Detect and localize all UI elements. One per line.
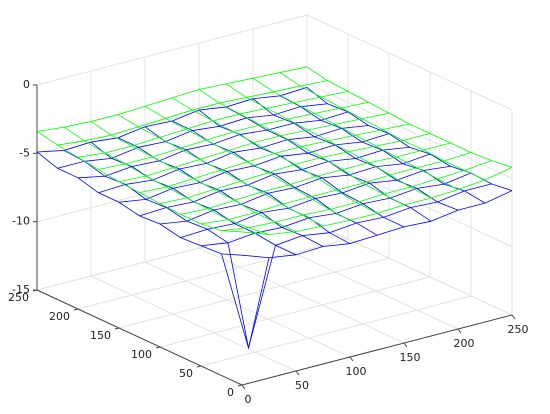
mesh-column (279, 95, 486, 204)
grid-line (252, 233, 459, 330)
tick-mark (196, 365, 202, 368)
grid-line (90, 275, 297, 372)
mesh-column (279, 72, 486, 181)
mesh-column (90, 141, 297, 256)
z-tick-label: 0 (23, 78, 30, 91)
tick-mark (241, 384, 246, 390)
z-tick-label: -15 (12, 283, 30, 296)
tick-mark (295, 370, 300, 376)
y-tick-label: 250 (8, 291, 29, 304)
grid-line (77, 238, 349, 310)
x-tick-label: 150 (400, 351, 421, 364)
mesh-row (98, 101, 369, 170)
y-tick-label: 100 (131, 348, 152, 361)
grid-line (36, 14, 308, 86)
tick-mark (237, 384, 243, 387)
grid-line (36, 82, 308, 154)
mesh-column (252, 77, 459, 190)
mesh-column (144, 105, 351, 221)
mesh-column (144, 126, 351, 244)
z-tick-label: -5 (19, 146, 30, 159)
mesh-column (63, 150, 270, 349)
x-tick-label: 250 (508, 323, 529, 336)
mesh-column (306, 66, 513, 168)
mesh-column (90, 121, 297, 232)
tick-mark (349, 356, 354, 362)
x-tick-label: 50 (295, 379, 309, 392)
z-tick-label: -10 (12, 215, 30, 228)
tick-mark (114, 327, 120, 330)
mesh-column (63, 126, 270, 235)
tick-mark (403, 342, 408, 348)
mesh-column (252, 98, 459, 211)
y-tick-label: 50 (179, 367, 193, 380)
grid-line (144, 261, 351, 358)
tick-mark (511, 314, 516, 320)
mesh-row (36, 66, 308, 132)
y-tick-label: 150 (90, 329, 111, 342)
grid-line (306, 151, 513, 248)
mesh-column (117, 114, 324, 227)
mesh-column (171, 97, 378, 214)
grid-line (118, 257, 390, 329)
tick-mark (73, 308, 79, 311)
mesh-column (225, 83, 432, 199)
axis-line (36, 85, 513, 386)
grid-line (198, 247, 405, 344)
x-tick-label: 200 (454, 337, 475, 350)
x-tick-label: 100 (346, 365, 367, 378)
mesh-column (36, 151, 243, 256)
grid-line (200, 295, 472, 367)
mesh-column (198, 89, 405, 206)
tick-mark (457, 328, 462, 334)
y-tick-label: 0 (227, 386, 234, 399)
grid-line (159, 276, 431, 348)
y-tick-label: 200 (49, 310, 70, 323)
grid-line (306, 14, 513, 111)
x-tick-label: 0 (245, 393, 252, 406)
tick-mark (155, 346, 161, 349)
grid-line (306, 219, 513, 316)
mesh-column (36, 131, 243, 233)
grid-line (306, 82, 513, 179)
